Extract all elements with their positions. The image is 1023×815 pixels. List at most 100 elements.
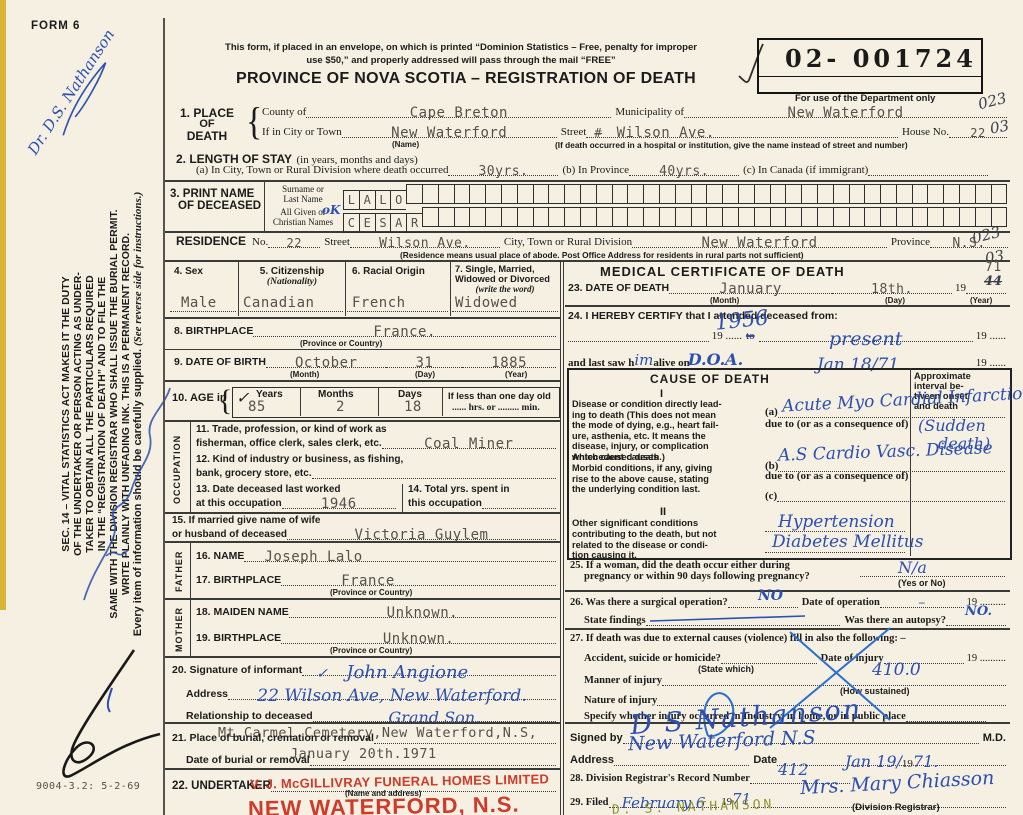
letter-cell — [895, 207, 912, 227]
age-label: 10. AGE in — [172, 392, 227, 404]
q26-value-b: NO. — [965, 604, 992, 619]
filed-row: 29. Filed February 6 19 71 — [570, 790, 1006, 812]
letter-cell: O — [390, 190, 407, 210]
letter-cell: C — [343, 213, 359, 233]
father-name-row: 16. NAME Joseph Lalo — [196, 548, 556, 565]
letter-cell — [911, 184, 928, 204]
last-worked-field: 1946 — [281, 495, 396, 512]
see-reverse-note: (See reverse side for instructions.) — [132, 191, 144, 347]
informant-address: 22 Wilson Ave, New Waterford. — [257, 686, 527, 706]
letter-cell — [832, 207, 849, 227]
letter-cell — [895, 184, 912, 204]
letter-cell: R — [406, 213, 422, 233]
record-number-row: 28. Division Registrar's Record Number — [570, 770, 850, 784]
division-registrar-note: (Division Registrar) — [852, 802, 940, 813]
brace-age: { — [218, 384, 233, 417]
age-days-value: 18 — [404, 399, 422, 415]
letter-cell — [864, 184, 881, 204]
cause-of-death-box — [567, 368, 1012, 560]
residence-street-field: Wilson Ave. — [349, 234, 500, 251]
record-number-value: 412 — [778, 760, 809, 779]
q25: 25. If a woman, did the death occur eith… — [570, 560, 810, 582]
letter-cell — [848, 207, 865, 227]
letter-cell — [816, 184, 833, 204]
scan-edge-strip — [0, 0, 6, 610]
informant-signature-row: 20. Signature of informant ✓ John Angion… — [172, 662, 556, 683]
occupation-vertical-label: OCCUPATION — [172, 434, 182, 504]
stay-a-field: 30yrs. — [448, 162, 559, 179]
form-border — [163, 18, 165, 815]
cause-a-row: (a) — [765, 404, 1005, 418]
letter-cell — [974, 184, 991, 204]
letter-cell — [500, 207, 517, 227]
other-value-1: Hypertension — [778, 512, 895, 532]
letter-cell — [722, 184, 738, 204]
age-box — [232, 387, 560, 418]
letter-cell — [911, 207, 928, 227]
registration-number-box: 02- 001724 — [757, 38, 983, 94]
burial-date-value: January 20th.1971 — [290, 746, 437, 762]
brace-place: { — [246, 101, 263, 144]
letter-cell — [959, 207, 975, 227]
cause-title: CAUSE OF DEATH — [650, 372, 770, 386]
letter-cell — [548, 207, 565, 227]
letter-cell — [658, 207, 675, 227]
letter-cell — [690, 207, 707, 227]
letter-cell — [595, 207, 612, 227]
letter-cell — [880, 207, 896, 227]
hospital-note: (If death occurred in a hospital or inst… — [555, 140, 908, 150]
death-year-field — [966, 280, 1006, 294]
cause-b-row: (b) — [765, 458, 1005, 472]
informant-signature-field: ✓ John Angione — [302, 662, 556, 683]
letter-cell — [769, 184, 786, 204]
mother-vertical-label: MOTHER — [174, 607, 184, 652]
letter-cell — [990, 184, 1008, 204]
year-mark-typed: 71 — [985, 260, 1002, 275]
letter-cell — [643, 207, 659, 227]
q27-row3: Nature of injury — [584, 692, 1006, 706]
birthplace-note: (Province or Country) — [300, 339, 383, 348]
last-saw-field: Jan 18/71 — [743, 355, 973, 375]
letter-cell — [801, 184, 817, 204]
q27-manner-field — [661, 672, 1006, 686]
form-number: FORM 6 — [31, 20, 81, 32]
letter-cell — [706, 207, 723, 227]
letter-cell: L — [374, 190, 391, 210]
letter-cell — [627, 184, 644, 204]
letter-cell — [722, 207, 738, 227]
sex-value: Male — [181, 295, 217, 311]
residence-prov-field: N.S. — [930, 234, 1008, 251]
margin-scribble — [83, 387, 171, 601]
occupation-field: Coal Miner — [381, 435, 556, 452]
burial-date-row: Date of burial or removal — [186, 752, 556, 766]
medical-cert-title: MEDICAL CERTIFICATE OF DEATH — [600, 264, 845, 279]
doa-hand: D.O.A. — [687, 350, 744, 369]
municipality-field: New Waterford — [684, 104, 1008, 121]
burial-place-field — [373, 730, 556, 744]
undertaker-stamp-line2: NEW WATERFORD, N.S. — [247, 791, 520, 815]
attended-from-field — [568, 328, 709, 342]
certify-label: 24. I HEREBY CERTIFY that I attended dec… — [568, 310, 838, 322]
letter-cell — [579, 207, 596, 227]
letter-cell — [485, 207, 501, 227]
attended-row: 19 ...... to present 19 ...... — [568, 328, 1006, 350]
hand-ok-mark: oK — [322, 203, 341, 217]
street-field: # Wilson Ave. — [586, 124, 898, 141]
informant-address-field: 22 Wilson Ave, New Waterford. — [228, 686, 556, 706]
attended-to-field: present — [758, 328, 973, 350]
other-value-2: Diabetes Mellitus — [772, 532, 924, 552]
residence-city-field: New Waterford — [632, 234, 887, 251]
letter-cell — [864, 207, 881, 227]
letter-cell — [532, 207, 549, 227]
letter-cell — [674, 207, 691, 227]
q26-autopsy-field — [946, 612, 1006, 626]
county-row: County of Cape Breton Municipality of Ne… — [262, 104, 1008, 121]
mail-notice-line2: use $50,” and properly addressed will pa… — [306, 55, 616, 66]
letter-cell — [500, 184, 517, 204]
other-paragraph: Other significant conditions contributin… — [572, 518, 717, 560]
undertaker-row: 22. UNDERTAKER — [172, 778, 556, 792]
cause-a-field — [777, 404, 1005, 418]
house-no-field: 22 — [949, 124, 1007, 140]
print-code: 9004-3.2: 5-2-69 — [36, 781, 141, 792]
burial-place-value: Mt.Carmel Cemetery,New Waterford,N.S, — [218, 725, 538, 741]
